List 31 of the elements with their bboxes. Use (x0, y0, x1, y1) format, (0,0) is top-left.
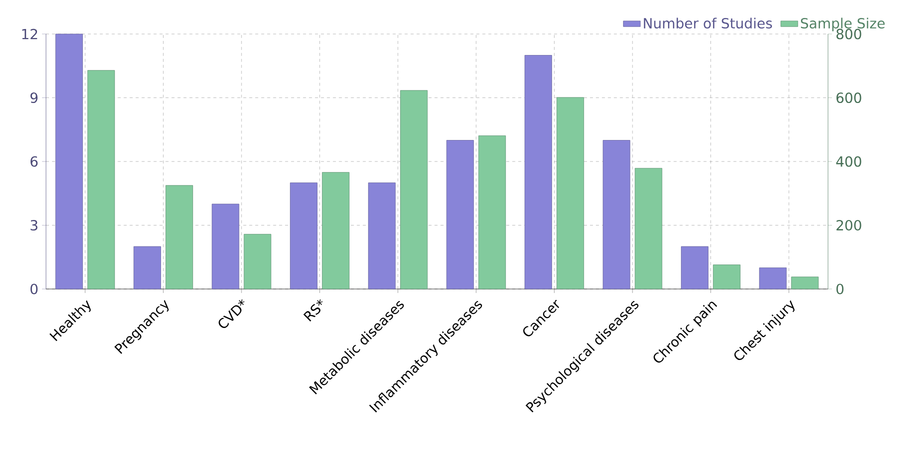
y-tick-label: 0 (30, 284, 38, 294)
bar (322, 172, 350, 290)
bar (87, 70, 115, 290)
x-tick-label: RS* (303, 299, 323, 322)
bar (400, 90, 428, 290)
y-tick-label: 12 (22, 28, 38, 40)
legend-label: Number of Studies (644, 18, 772, 29)
bar (55, 34, 83, 290)
y2-tick-label: 200 (836, 220, 862, 231)
bar (134, 246, 161, 290)
bar (166, 185, 193, 290)
bar (290, 182, 318, 290)
bar (478, 135, 506, 290)
bar (713, 264, 740, 290)
y-tick-label: 9 (30, 92, 38, 104)
bar (556, 97, 584, 290)
y-tick-label: 3 (30, 220, 38, 231)
bar (212, 204, 240, 290)
y2-tick-label: 0 (836, 284, 844, 294)
bar (244, 234, 272, 290)
y2-tick-label: 600 (836, 92, 862, 104)
bar (634, 168, 662, 290)
bar (681, 246, 708, 290)
bar (759, 268, 787, 290)
bar (446, 140, 474, 290)
bar (791, 276, 819, 290)
y-tick-label: 6 (30, 156, 38, 167)
y2-tick-label: 400 (836, 156, 862, 167)
bar (524, 55, 552, 290)
bar (602, 140, 630, 290)
bar (368, 182, 396, 290)
